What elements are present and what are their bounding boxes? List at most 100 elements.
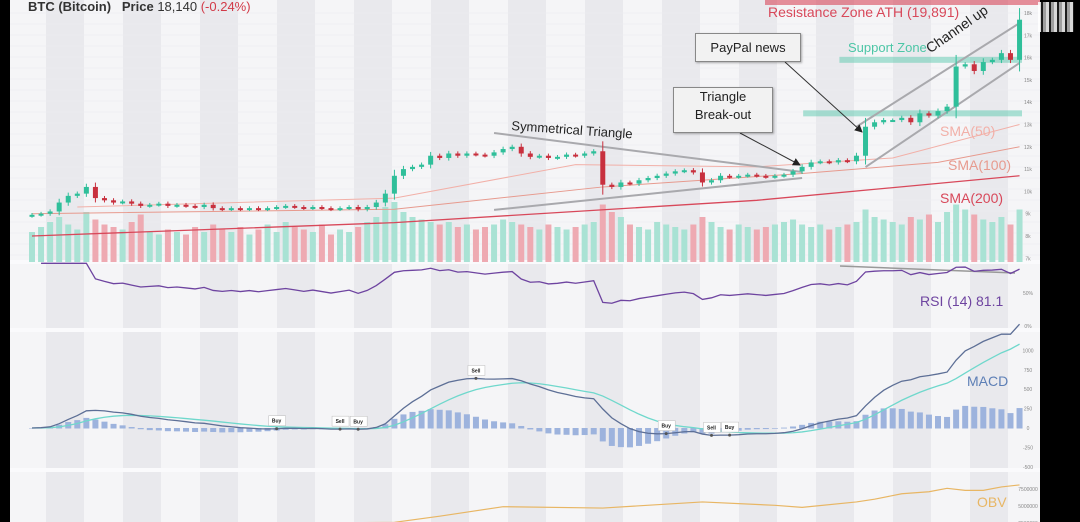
macd-histogram-bar [110,423,117,429]
macd-histogram-bar [74,420,81,429]
candle [600,151,606,185]
candle [971,64,977,71]
volume-bar [255,229,262,262]
volume-bar [436,224,443,262]
macd-histogram-bar [264,428,271,432]
volume-bar [572,227,579,262]
macd-histogram-bar [454,412,461,429]
rsi-axis-tick: 50% [1023,291,1034,297]
volume-bar [835,227,842,262]
candle [645,178,651,181]
candle [246,208,252,211]
candle [609,184,615,187]
volume-bar [445,222,452,262]
candle [174,204,180,207]
signal-marker [356,427,360,431]
macd-axis-tick: 1000 [1022,348,1033,354]
macd-histogram-bar [246,428,253,432]
macd-axis-tick: 750 [1024,368,1033,374]
paypal-news-box: PayPal news [695,33,801,62]
price-label: Price [121,0,154,14]
volume-bar [880,219,887,262]
macd-histogram-bar [835,421,842,429]
signal-badge [268,415,286,426]
candle [165,203,171,206]
volume-bar [935,222,941,262]
volume-bar [808,227,815,262]
volume-bar [590,222,597,262]
candle [382,193,388,203]
volume-bar [744,227,751,262]
sma50-line [77,124,1020,208]
volume-bar [65,224,72,262]
volume-bar [237,227,244,262]
candle [301,207,307,210]
macd-line [31,323,1021,437]
candle [265,208,271,211]
candle [736,175,742,178]
candle [808,162,814,167]
macd-histogram-bar [1016,408,1023,429]
macd-axis-tick: 0 [1027,426,1030,432]
obv-label: OBV [977,494,1007,510]
volume-bar [373,217,380,262]
rsi-label: RSI (14) 81.1 [920,293,1004,309]
volume-bar [626,224,633,262]
macd-histogram-bar [255,428,262,432]
price-axis-tick: 17k [1024,33,1033,39]
signal-label-sell: Sell [471,368,481,374]
macd-histogram-bar [690,428,697,433]
candle [428,155,434,165]
signal-marker [728,433,732,437]
volume-bar [889,222,896,262]
macd-histogram-bar [29,428,35,429]
macd-histogram-bar [92,419,99,429]
candle [500,149,506,153]
signal-label-buy: Buy [661,424,671,430]
signal-label-buy: Buy [272,419,282,425]
candle [228,208,234,211]
btc-chart: Buy Sell Buy Sell Buy Sell Buy 18k 17k 16k 15k 14k 1… [10,0,1040,522]
candle [83,186,89,194]
macd-histogram-bar [436,409,443,429]
volume-bar [418,219,425,262]
candle [156,203,162,206]
volume-bar [916,219,923,262]
candle [473,153,479,156]
price-axis-tick: 16k [1024,56,1033,62]
candle [437,155,443,158]
candle [709,180,714,183]
macd-histogram-bar [780,427,787,429]
macd-histogram-bar [599,428,606,442]
symbol: BTC (Bitcoin) [28,0,112,14]
macd-axis-tick: 500 [1024,387,1033,393]
volume-bar [155,234,162,262]
candle [464,153,470,156]
candle [899,117,905,121]
macd-histogram-bar [699,428,706,434]
macd-histogram-bar [391,418,398,429]
volume-bar [337,229,344,262]
corner-artifact [1038,2,1074,32]
signal-marker [275,427,279,431]
triangle-breakout-box: Triangle Break-out [673,87,773,133]
volume-bar [617,217,624,262]
volume-bar [907,217,914,262]
volume-bar [1016,209,1023,262]
panel-divider [10,328,1040,332]
price-axis-tick: 12k [1024,145,1033,151]
candle [256,208,261,211]
signal-marker [474,376,478,380]
candle [147,204,153,207]
volume-bar [527,227,534,262]
macd-histogram-bar [916,412,923,429]
macd-histogram-bar [880,408,887,429]
volume-bar [47,222,54,262]
channel-lower-line [864,62,1021,168]
support-zone [803,110,1022,117]
candle [1007,53,1013,60]
candle [120,201,126,204]
macd-axis-tick: -500 [1023,465,1033,471]
candle [636,180,642,184]
macd-histogram-bar [681,428,688,434]
